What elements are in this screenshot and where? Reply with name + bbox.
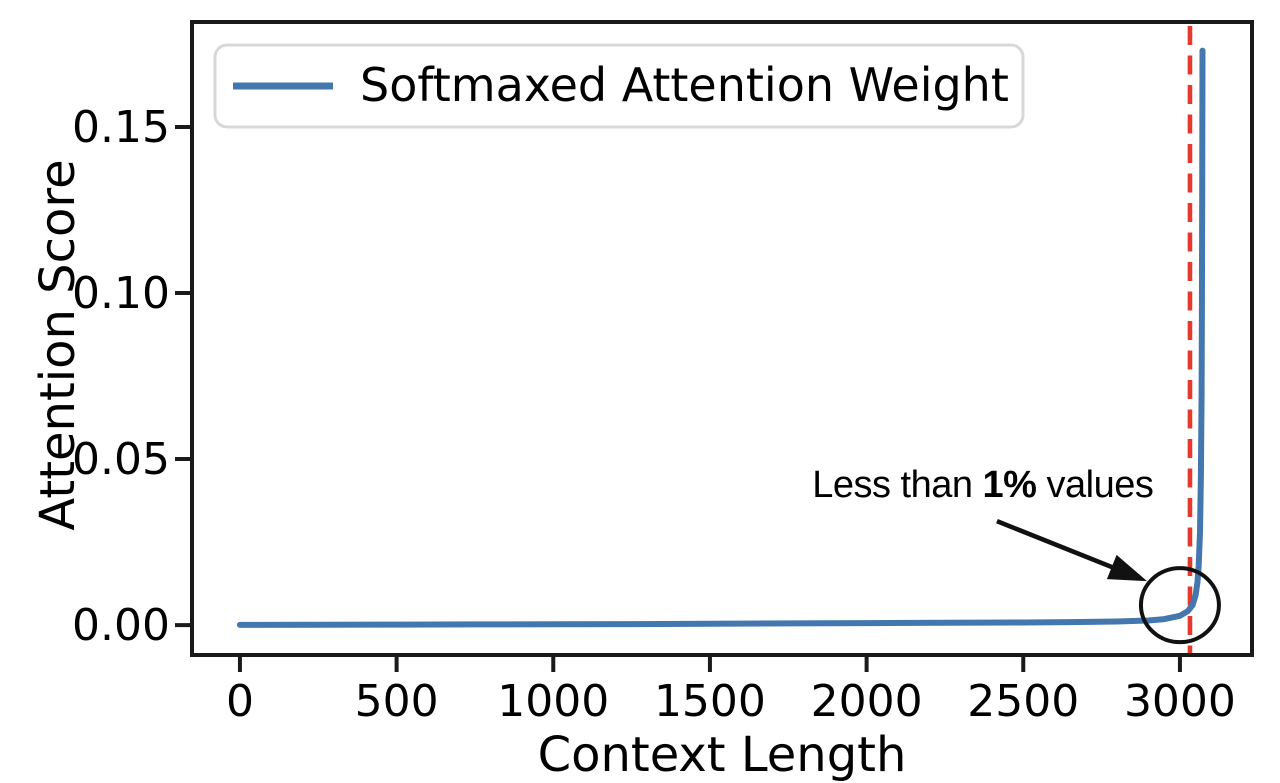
y-tick-label: 0.10 (72, 268, 170, 319)
series-layer (236, 47, 1206, 628)
y-tick-label: 0.05 (72, 434, 170, 485)
x-tick-label: 2000 (811, 676, 923, 727)
x-axis-label: Context Length (538, 727, 907, 783)
annotation-arrow-head (1106, 554, 1147, 582)
y-tick-label: 0.15 (72, 102, 170, 153)
legend-box (213, 43, 1025, 129)
highlight-circle (1138, 566, 1221, 645)
annotation-text: Less than 1% values (812, 464, 1153, 506)
annotation-text-suffix: values (1036, 464, 1153, 506)
axis-ticks-layer: 0 500 1000 1500 2000 2500 3000 0.00 0.05 0.10 0.15 (72, 102, 1236, 727)
x-tick-label: 1500 (654, 676, 766, 727)
x-tick-label: 0 (226, 676, 254, 727)
y-axis-label: Attention Score (30, 159, 86, 530)
x-tick-label: 2500 (967, 676, 1079, 727)
annotation-text-prefix: Less than (812, 464, 982, 506)
attention-curve (236, 47, 1206, 628)
legend: Softmaxed Attention Weight (213, 43, 1025, 129)
annotation-text-bold: 1% (983, 464, 1037, 506)
x-tick-label: 500 (355, 676, 439, 727)
legend-label: Softmaxed Attention Weight (360, 58, 1009, 112)
annotation-arrow-shaft (996, 519, 1117, 571)
y-tick-label: 0.00 (72, 600, 170, 651)
plot-frame (190, 20, 1254, 657)
x-tick-label: 3000 (1124, 676, 1236, 727)
x-tick-label: 1000 (497, 676, 609, 727)
annotation-layer (996, 519, 1221, 645)
